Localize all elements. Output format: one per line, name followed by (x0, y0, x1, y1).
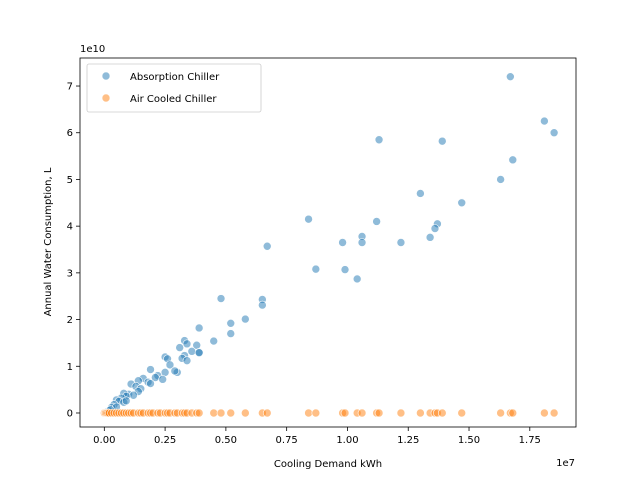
point-absorption-chiller (430, 224, 440, 233)
y-tick-label: 0 (67, 408, 73, 419)
x-tick-label: 0.25 (154, 435, 176, 446)
legend-box (86, 63, 262, 113)
point-absorption-chiller (416, 189, 425, 198)
point-air-cooled-chiller (457, 408, 467, 418)
y-tick-label: 1 (67, 362, 73, 373)
point-absorption-chiller (311, 264, 321, 274)
point-air-cooled-chiller (241, 408, 250, 418)
y-tick-label: 2 (67, 315, 73, 326)
point-air-cooled-chiller (374, 408, 384, 418)
point-absorption-chiller (187, 347, 197, 356)
point-absorption-chiller (340, 265, 350, 274)
point-absorption-chiller (338, 238, 347, 247)
point-absorption-chiller (170, 366, 180, 376)
legend-label-air-cooled-chiller: Air Cooled Chiller (130, 94, 217, 105)
point-absorption-chiller (175, 343, 184, 352)
data-points (100, 72, 559, 418)
plot-area-background (80, 58, 576, 427)
point-air-cooled-chiller (437, 408, 447, 418)
point-absorption-chiller (304, 214, 313, 224)
point-absorption-chiller (158, 375, 167, 384)
legend-marker-air-cooled-chiller (101, 93, 111, 103)
legend: Absorption Chiller Air Cooled Chiller (86, 63, 262, 113)
point-absorption-chiller (182, 339, 192, 349)
point-air-cooled-chiller (549, 408, 559, 418)
point-absorption-chiller (357, 238, 367, 247)
point-absorption-chiller (262, 241, 272, 251)
point-absorption-chiller (121, 396, 131, 406)
y-tick-label: 6 (67, 128, 73, 139)
y-tick-label: 5 (67, 175, 73, 186)
y-axis-label: Annual Water Consumption, L (43, 167, 54, 316)
point-absorption-chiller (508, 155, 518, 165)
y-tick-label: 7 (67, 82, 73, 93)
point-air-cooled-chiller (340, 408, 350, 418)
y-tick-label: 4 (67, 222, 73, 233)
x-tick-label: 0.75 (276, 435, 298, 446)
point-absorption-chiller (258, 300, 267, 310)
point-absorption-chiller (549, 128, 559, 138)
point-absorption-chiller (437, 136, 447, 146)
point-absorption-chiller (146, 379, 155, 388)
point-air-cooled-chiller (508, 408, 518, 418)
point-absorption-chiller (496, 175, 505, 184)
point-air-cooled-chiller (194, 408, 204, 418)
point-air-cooled-chiller (216, 408, 226, 418)
x-tick-label: 1.50 (458, 435, 480, 446)
point-air-cooled-chiller (396, 408, 406, 418)
point-air-cooled-chiller (262, 408, 272, 418)
x-tick-label: 1.25 (397, 435, 419, 446)
x-tick-label: 1.00 (336, 435, 358, 446)
point-absorption-chiller (182, 356, 192, 365)
point-absorption-chiller (216, 294, 226, 303)
point-absorption-chiller (165, 360, 175, 370)
point-air-cooled-chiller (209, 408, 219, 418)
legend-label-absorption-chiller: Absorption Chiller (130, 72, 220, 83)
point-absorption-chiller (506, 72, 515, 81)
x-offset-label: 1e7 (556, 458, 575, 469)
x-tick-label: 0.00 (93, 435, 115, 446)
point-absorption-chiller (146, 365, 155, 374)
point-absorption-chiller (226, 319, 236, 328)
y-offset-label: 1e10 (80, 44, 105, 55)
point-absorption-chiller (241, 314, 250, 324)
point-absorption-chiller (396, 238, 406, 247)
x-axis-ticks: 0.00 0.25 0.50 0.75 1.00 1.25 1.50 1.75 (93, 427, 541, 446)
point-air-cooled-chiller (496, 408, 505, 418)
point-air-cooled-chiller (304, 408, 313, 418)
x-tick-label: 1.75 (519, 435, 541, 446)
x-tick-label: 0.50 (215, 435, 237, 446)
point-absorption-chiller (540, 116, 549, 126)
point-air-cooled-chiller (311, 408, 321, 418)
point-absorption-chiller (425, 233, 435, 242)
point-air-cooled-chiller (416, 408, 425, 418)
legend-marker-absorption-chiller (101, 71, 111, 81)
point-absorption-chiller (194, 323, 204, 333)
point-absorption-chiller (352, 274, 362, 284)
point-absorption-chiller (209, 336, 219, 346)
point-absorption-chiller (457, 198, 467, 208)
point-air-cooled-chiller (357, 408, 367, 418)
point-air-cooled-chiller (540, 408, 549, 418)
y-tick-label: 3 (67, 268, 73, 279)
plot-frame (79, 57, 577, 428)
point-absorption-chiller (374, 135, 384, 145)
x-axis-label: Cooling Demand kWh (274, 459, 382, 470)
point-absorption-chiller (372, 217, 381, 226)
y-axis-ticks: 0 1 2 3 4 5 6 7 (67, 82, 80, 419)
point-absorption-chiller (226, 329, 236, 338)
point-absorption-chiller (129, 390, 138, 400)
point-air-cooled-chiller (226, 408, 236, 418)
point-absorption-chiller (194, 348, 204, 358)
